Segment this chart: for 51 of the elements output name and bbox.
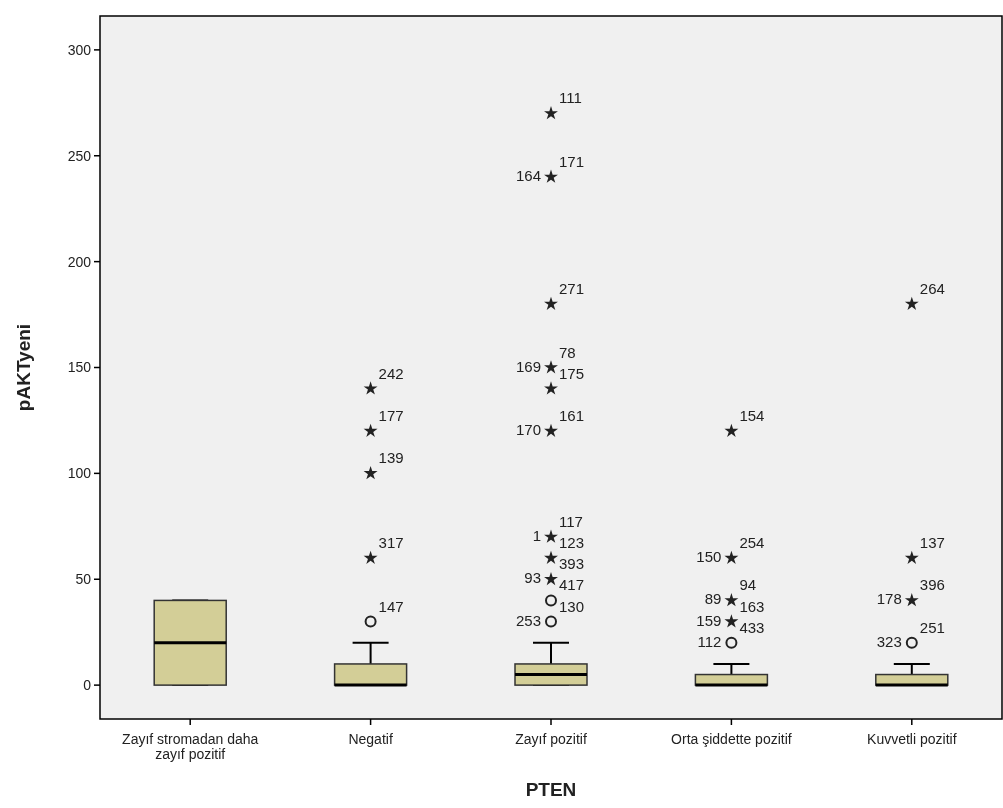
annotation: 164 xyxy=(515,166,541,184)
y-axis-title: pAKTyeni xyxy=(13,323,34,412)
annotation: 323 xyxy=(876,632,902,650)
annotation: 123 xyxy=(559,534,585,552)
annotation: 433 xyxy=(739,618,765,636)
y-tick-label: 250 xyxy=(67,147,92,164)
annotation: 111 xyxy=(559,89,582,107)
y-tick-label: 300 xyxy=(67,41,92,58)
annotation: 139 xyxy=(378,449,404,467)
annotation: 117 xyxy=(559,512,583,530)
annotation: 78 xyxy=(559,343,576,361)
annotation: 154 xyxy=(739,407,765,425)
annotation: 171 xyxy=(559,152,585,170)
annotation: 150 xyxy=(696,548,722,566)
annotation: 112 xyxy=(697,632,722,650)
annotation: 175 xyxy=(559,364,585,382)
x-tick-label: Negatif xyxy=(348,731,393,747)
annotation: 1 xyxy=(532,526,541,544)
annotation: 242 xyxy=(378,364,404,382)
annotation: 396 xyxy=(919,576,945,594)
annotation: 161 xyxy=(559,407,585,425)
annotation: 417 xyxy=(559,576,585,594)
annotation: 177 xyxy=(378,407,404,425)
annotation: 93 xyxy=(524,569,541,587)
y-tick-label: 50 xyxy=(75,571,92,588)
annotation: 130 xyxy=(559,597,585,615)
x-axis-title: PTEN xyxy=(525,779,577,800)
annotation: 271 xyxy=(559,279,585,297)
y-tick-label: 0 xyxy=(83,677,92,694)
annotation: 393 xyxy=(559,555,585,573)
y-tick-label: 100 xyxy=(67,465,92,482)
annotation: 169 xyxy=(515,357,541,375)
annotation: 317 xyxy=(378,534,404,552)
annotation: 178 xyxy=(876,590,902,608)
y-tick-label: 150 xyxy=(67,359,92,376)
annotation: 94 xyxy=(739,576,757,594)
annotation: 251 xyxy=(919,618,945,636)
x-tick-label: Zayıf pozitif xyxy=(515,731,587,747)
x-tick-label: Zayıf stromadan daha zayıf pozitif xyxy=(122,731,259,762)
y-tick-label: 200 xyxy=(67,253,92,270)
annotation: 253 xyxy=(515,611,541,629)
annotation: 137 xyxy=(919,534,945,552)
annotation: 147 xyxy=(378,597,404,615)
annotation: 254 xyxy=(739,534,765,552)
annotation: 264 xyxy=(919,279,945,297)
annotation: 163 xyxy=(739,597,765,615)
annotation: 159 xyxy=(696,611,722,629)
annotation: 170 xyxy=(515,421,541,439)
x-tick-label: Kuvvetli pozitif xyxy=(867,731,957,747)
x-tick-label: Orta şiddette pozitif xyxy=(671,731,792,747)
annotation: 89 xyxy=(704,590,722,608)
